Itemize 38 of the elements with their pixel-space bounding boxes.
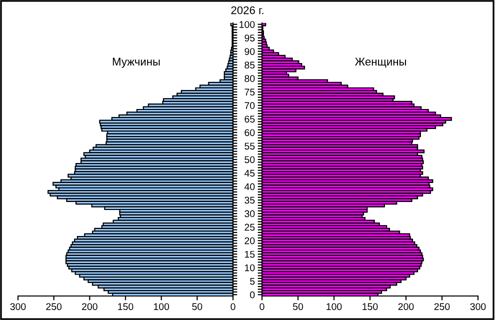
x-tick-label: 250 [434,303,450,310]
y-tick-label: 70 [244,102,255,110]
x-tick-label: 200 [398,303,414,310]
x-tick-label: 150 [118,303,134,310]
y-tick-label: 65 [244,116,255,123]
y-tick-label: 20 [244,237,255,244]
y-tick-label: 10 [244,264,255,272]
x-tick-label: 0 [260,303,264,310]
x-tick-label: 150 [362,303,378,310]
x-tick-label: 50 [192,303,202,310]
x-tick-label: 200 [82,303,98,310]
y-tick-label: 25 [244,224,255,231]
y-tick-label: 0 [250,291,255,298]
y-tick-label: 15 [244,250,255,258]
x-tick-label: 300 [470,303,486,310]
y-tick-label: 100 [240,21,255,28]
y-tick-label: 30 [244,210,255,218]
y-tick-label: 75 [244,88,255,96]
x-tick-label: 300 [10,303,26,310]
y-tick-label: 60 [244,129,255,136]
x-tick-label: 0 [230,303,236,310]
y-tick-label: 85 [244,62,255,69]
chart-title: 2026 г. [231,6,264,14]
y-tick-label: 80 [244,75,255,82]
y-tick-label: 55 [244,142,255,150]
y-tick-label: 90 [244,48,255,55]
y-tick-label: 50 [244,156,255,164]
x-tick-label: 50 [292,303,304,310]
y-tick-label: 40 [244,183,255,190]
x-tick-label: 100 [326,303,342,310]
x-tick-label: 100 [154,303,170,310]
series-label: Женщины [355,58,406,68]
y-tick-label: 35 [244,196,255,204]
x-tick-label: 250 [46,303,62,310]
y-tick-label: 45 [244,170,255,177]
y-tick-label: 5 [250,278,255,285]
text: Мужчины [112,58,160,68]
y-tick-label: 95 [244,34,255,42]
